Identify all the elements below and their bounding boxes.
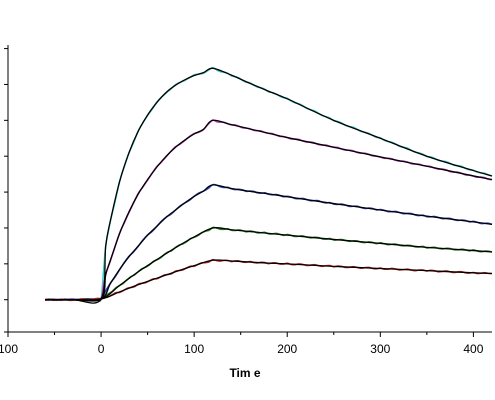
fit-curve-5 [45,259,493,301]
data-series-3 [45,183,493,302]
data-series-1 [45,66,493,303]
x-tick-label: 100 [184,342,204,356]
x-tick-label: 400 [463,342,483,356]
x-tick-label: 300 [370,342,390,356]
x-tick-label: 200 [277,342,297,356]
fit-curve-1 [45,67,493,304]
fit-curve-2 [45,119,493,302]
series-layer [45,66,493,303]
x-tick-label: 0 [98,342,105,356]
x-tick-label: 100 [0,342,18,356]
axes [7,45,492,333]
fit-curve-4 [45,227,493,301]
fit-layer [45,67,493,304]
fit-curve-3 [45,184,493,302]
tick-marks [4,48,474,337]
x-axis-title: Tim e [229,366,260,380]
tick-labels: 100 0 100 200 300 400 [0,342,484,356]
